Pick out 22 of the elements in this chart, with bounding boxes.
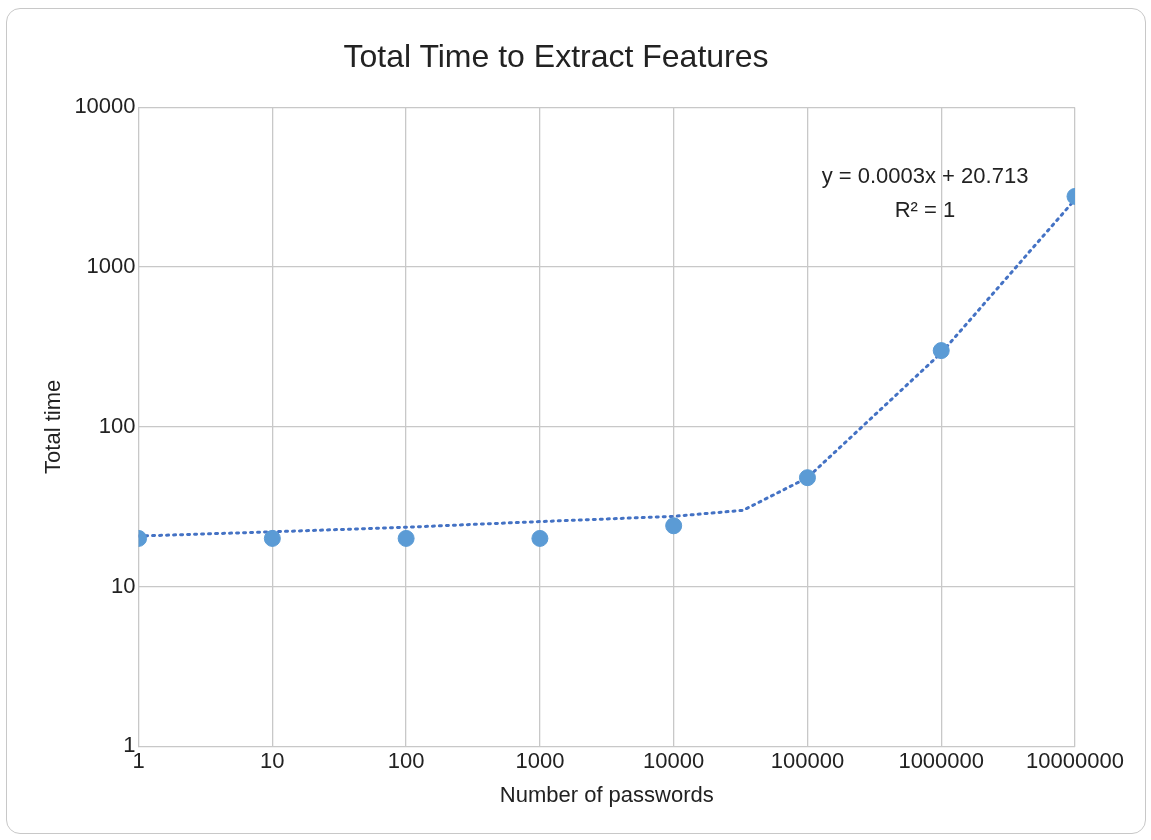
x-tick-label: 100000	[770, 748, 845, 774]
point	[798, 469, 816, 487]
x-tick-label: 1000	[515, 748, 565, 774]
annotation: y = 0.0003x + 20.713	[821, 163, 1029, 189]
x-tick-label: 10000	[643, 748, 705, 774]
point	[932, 342, 950, 360]
x-axis-title: Number of passwords	[499, 781, 714, 807]
point	[531, 529, 549, 547]
x-tick-label: 10	[260, 748, 285, 774]
point	[397, 529, 415, 547]
y-tick-label: 100	[98, 412, 136, 438]
y-axis-title: Total time	[40, 379, 66, 474]
point	[263, 529, 281, 547]
annotation: R² = 1	[894, 197, 956, 223]
x-tick-label: 1000000	[898, 748, 985, 774]
chart-title: Total Time to Extract Features	[343, 38, 769, 75]
y-tick-label: 10	[111, 572, 136, 598]
x-tick-label: 100	[387, 748, 425, 774]
point	[665, 517, 683, 535]
y-tick-label: 1000	[86, 253, 136, 279]
y-tick-label: 10000	[74, 93, 136, 119]
x-tick-label: 10000000	[1026, 748, 1124, 774]
